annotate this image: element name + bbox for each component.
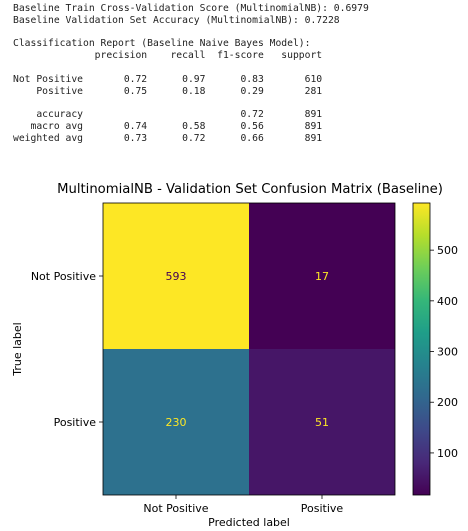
matrix-cell-labels: 593 17 230 51 bbox=[166, 270, 330, 429]
x-axis-ticks: Not Positive Positive bbox=[143, 495, 343, 515]
matrix-cell-1-0 bbox=[103, 349, 249, 495]
chart-title: MultinomialNB - Validation Set Confusion… bbox=[57, 182, 443, 197]
y-tick-label: Positive bbox=[54, 416, 97, 429]
x-axis-label: Predicted label bbox=[208, 516, 290, 529]
console-output: Baseline Train Cross-Validation Score (M… bbox=[13, 3, 369, 144]
colorbar-tick-label: 300 bbox=[437, 346, 458, 359]
colorbar bbox=[412, 202, 431, 496]
matrix-cells bbox=[103, 203, 395, 495]
cell-value-label: 593 bbox=[166, 270, 187, 283]
y-axis-label: True label bbox=[11, 322, 24, 376]
x-tick-label: Positive bbox=[301, 502, 344, 515]
x-tick-label: Not Positive bbox=[143, 502, 208, 515]
colorbar-tick-label: 400 bbox=[437, 295, 458, 308]
y-axis-ticks: Not Positive Positive bbox=[31, 270, 103, 429]
colorbar-ticks: 100 200 300 400 500 bbox=[430, 244, 458, 460]
colorbar-tick-label: 500 bbox=[437, 244, 458, 257]
matrix-cell-1-1 bbox=[249, 349, 395, 495]
colorbar-tick-label: 200 bbox=[437, 396, 458, 409]
matrix-cell-0-1 bbox=[249, 203, 395, 349]
y-tick-label: Not Positive bbox=[31, 270, 96, 283]
cell-value-label: 51 bbox=[315, 416, 329, 429]
cell-value-label: 230 bbox=[166, 416, 187, 429]
cell-value-label: 17 bbox=[315, 270, 329, 283]
colorbar-tick-label: 100 bbox=[437, 447, 458, 460]
matrix-cell-0-0 bbox=[103, 203, 249, 349]
plot-frame bbox=[102, 202, 396, 496]
